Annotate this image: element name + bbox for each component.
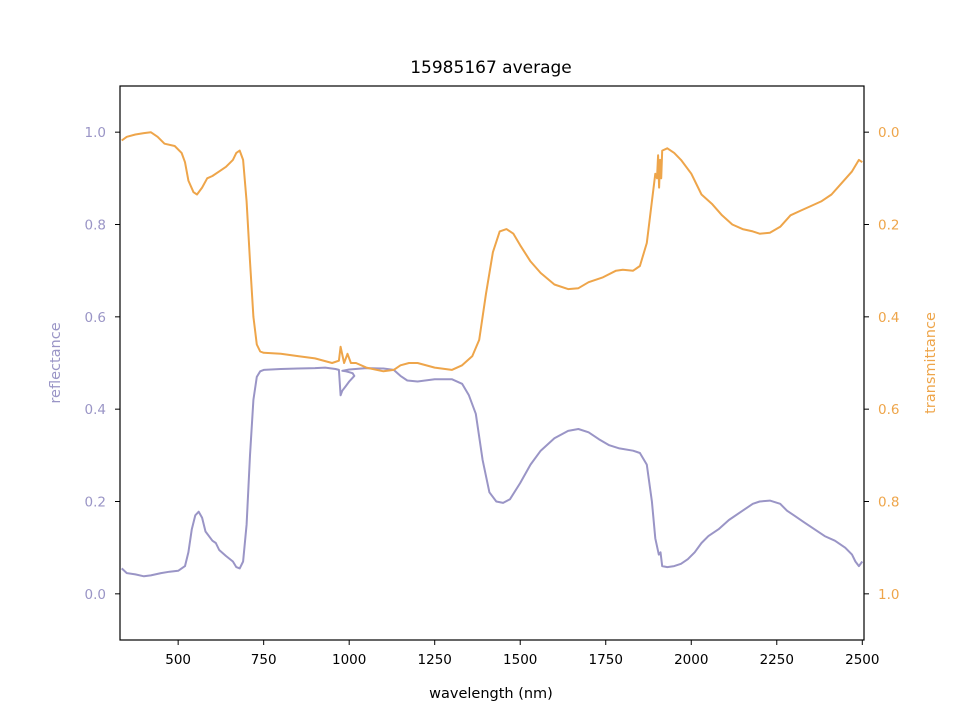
left-y-tick-label: 0.4 (85, 402, 106, 418)
x-axis-label: wavelength (nm) (429, 686, 553, 702)
left-y-tick-label: 0.8 (85, 218, 106, 234)
right-y-tick-label: 0.8 (878, 495, 899, 511)
x-axis: 500 750 1000 1250 1500 1750 2000 2250 2500 (165, 640, 879, 668)
x-tick-label: 2000 (674, 652, 708, 668)
left-y-tick-label: 1.0 (85, 125, 106, 141)
plot-frame (119, 85, 865, 641)
right-y-tick-label: 1.0 (878, 587, 899, 603)
series-line-reflectance (121, 366, 864, 578)
x-tick-label: 1750 (589, 652, 623, 668)
series-line-transmittance (121, 131, 863, 373)
right-y-tick-label: 0.6 (878, 402, 899, 418)
x-tick-label: 750 (251, 652, 277, 668)
plot-series (121, 131, 864, 578)
x-tick-label: 1000 (332, 652, 366, 668)
right-y-axis-label: transmittance (923, 312, 939, 414)
x-tick-label: 1250 (418, 652, 452, 668)
x-tick-label: 1500 (503, 652, 537, 668)
left-y-axis-label: reflectance (48, 322, 64, 403)
right-y-tick-label: 0.0 (878, 125, 899, 141)
x-tick-label: 2500 (845, 652, 879, 668)
left-y-tick-label: 0.6 (85, 310, 106, 326)
x-tick-label: 2250 (760, 652, 794, 668)
left-y-tick-label: 0.0 (85, 587, 106, 603)
right-y-tick-label: 0.2 (878, 218, 899, 234)
chart-title: 15985167 average (410, 58, 572, 78)
right-y-tick-label: 0.4 (878, 310, 899, 326)
left-y-axis: 0.0 0.2 0.4 0.6 0.8 1.0 (85, 125, 120, 603)
left-y-tick-label: 0.2 (85, 495, 106, 511)
right-y-axis: 0.0 0.2 0.4 0.6 0.8 1.0 (864, 125, 899, 603)
x-tick-label: 500 (165, 652, 191, 668)
